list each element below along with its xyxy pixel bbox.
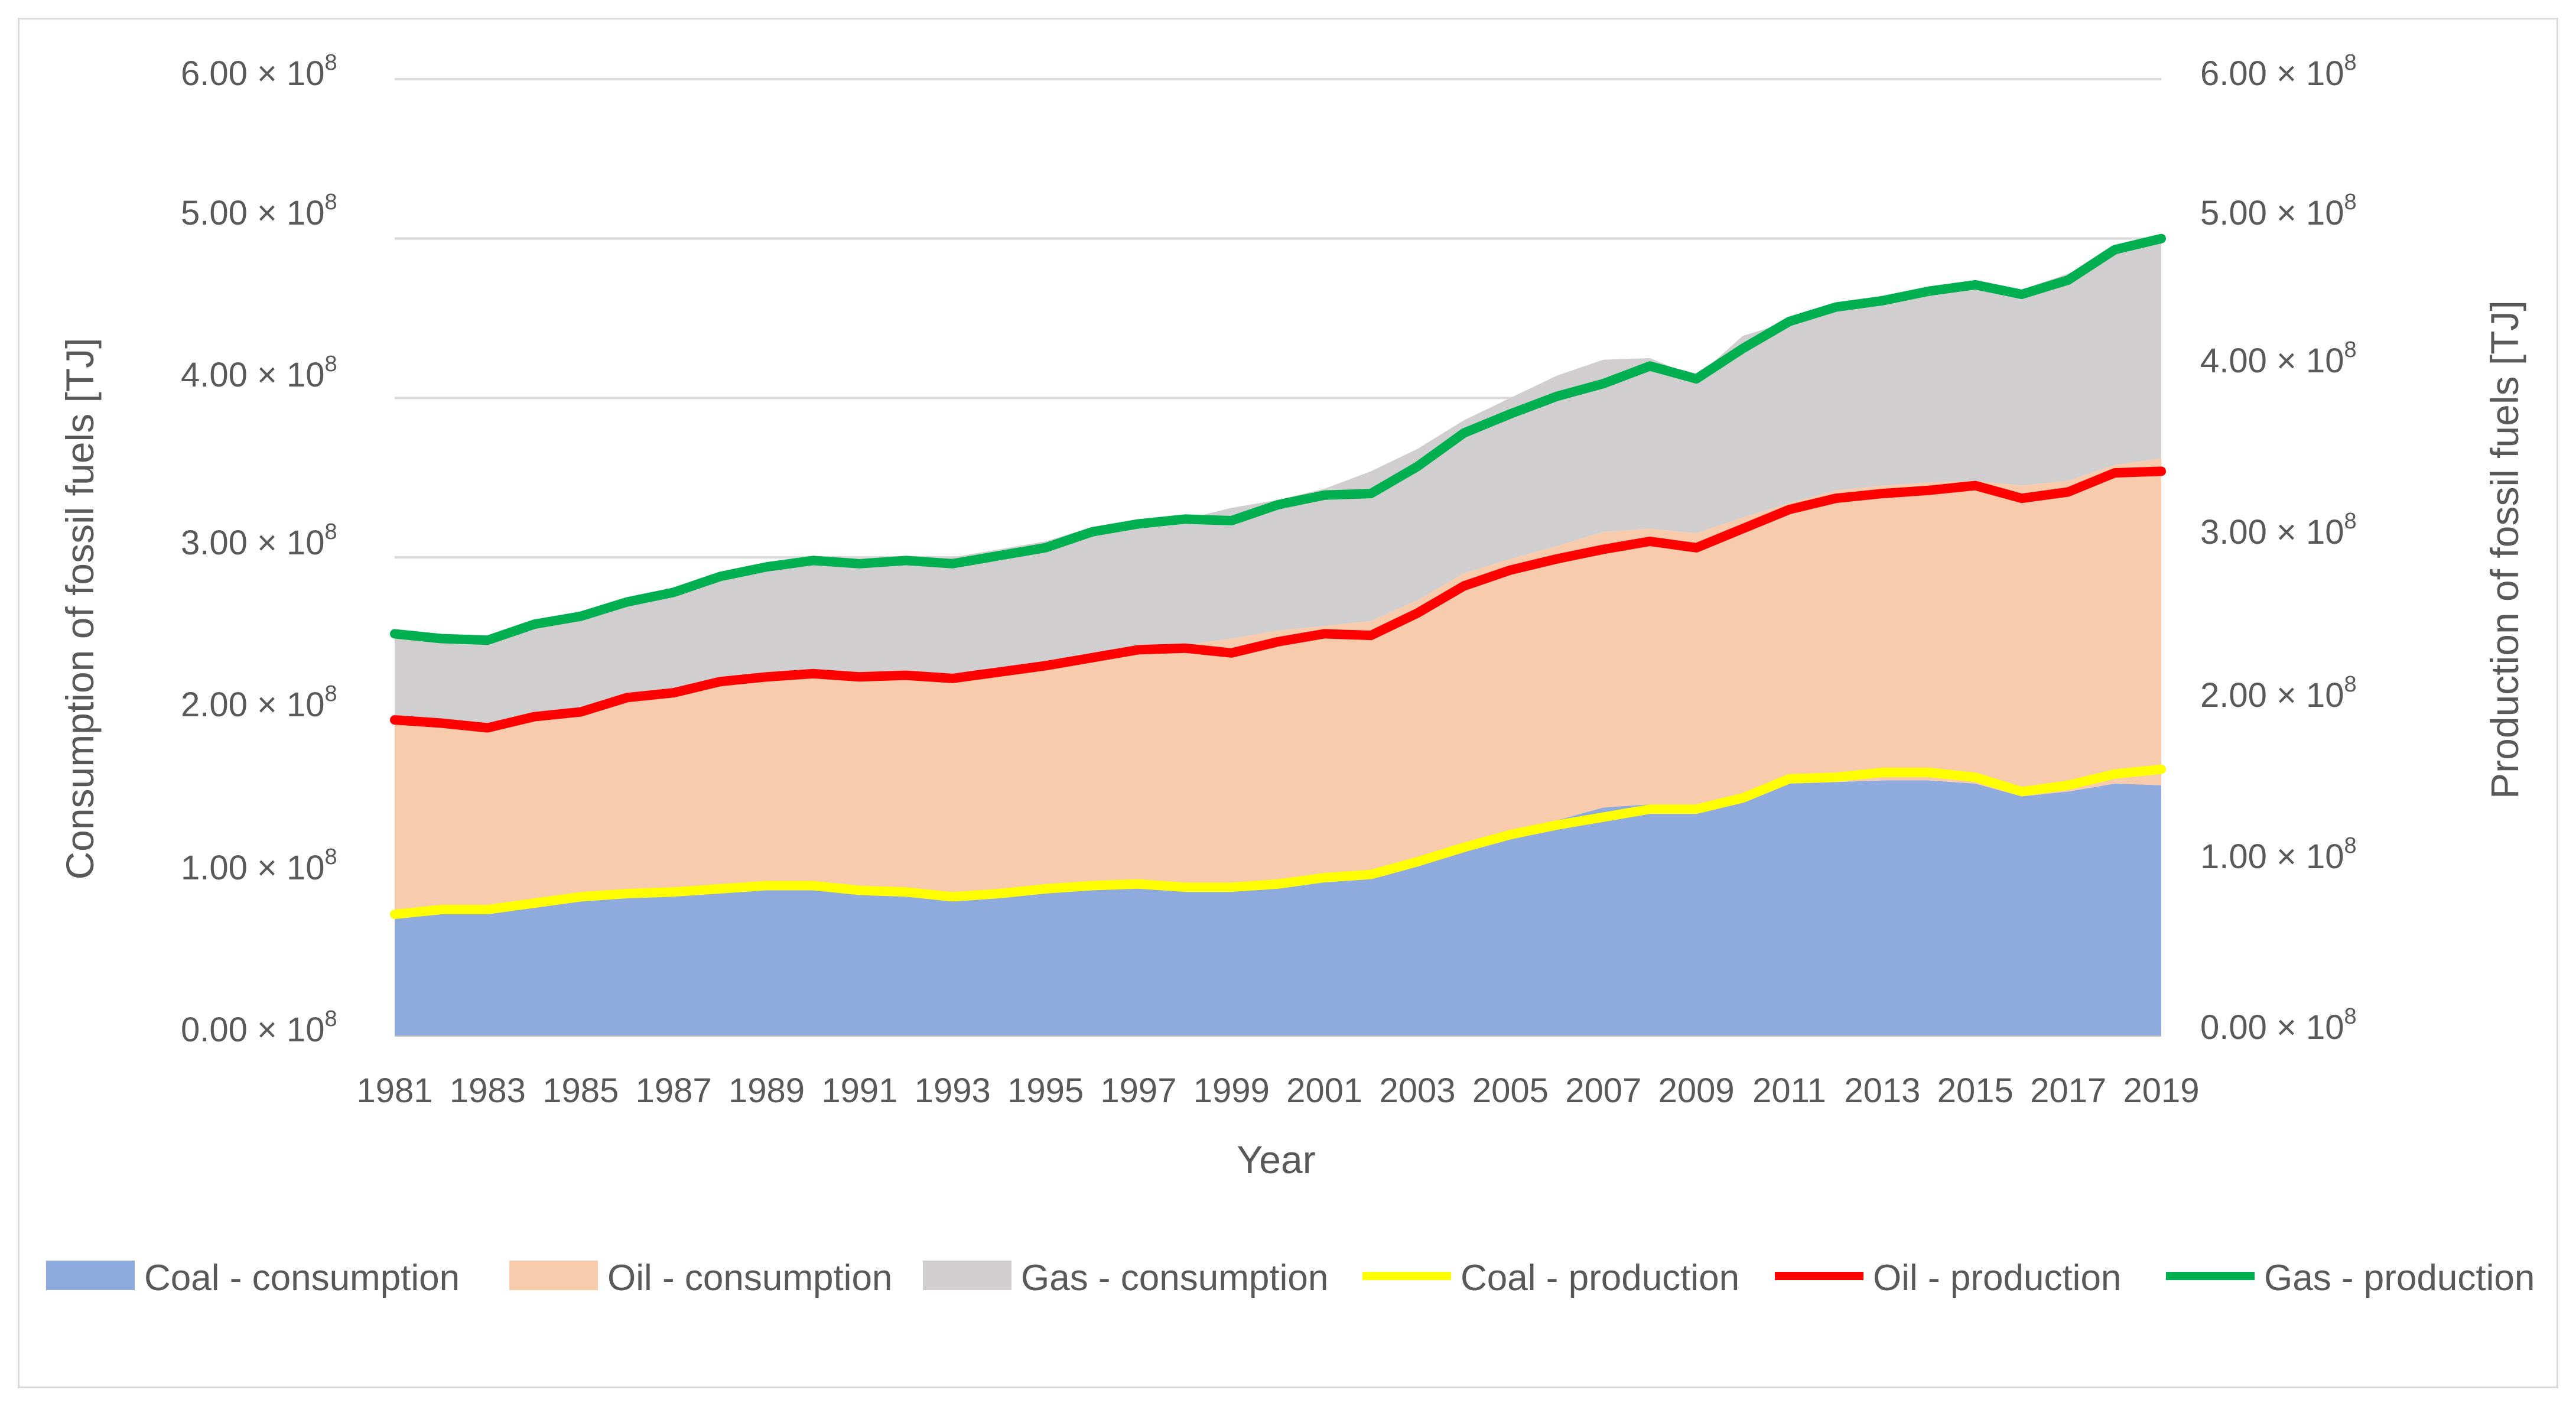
left-y-tick-label: 0.00 × 108: [181, 1006, 337, 1049]
legend-label: Gas - consumption: [1021, 1258, 1328, 1298]
x-tick-label: 1985: [542, 1071, 619, 1110]
x-tick-label: 2003: [1380, 1071, 1456, 1110]
x-axis-title: Year: [1237, 1138, 1315, 1181]
x-tick-label: 1995: [1007, 1071, 1084, 1110]
x-tick-label: 2013: [1844, 1071, 1920, 1110]
left-y-tick-label: 3.00 × 108: [181, 519, 337, 562]
right-y-tick-label: 6.00 × 108: [2200, 50, 2357, 93]
coal-production-line: [390, 764, 2166, 920]
legend-label: Oil - production: [1873, 1258, 2121, 1298]
x-tick-label: 1987: [636, 1071, 712, 1110]
legend: Coal - consumption Oil - consumption Gas -…: [46, 1258, 2535, 1298]
x-tick-label: 1983: [450, 1071, 526, 1110]
x-tick-label: 2017: [2030, 1071, 2106, 1110]
right-y-tick-label: 0.00 × 108: [2200, 1004, 2357, 1047]
production-lines: [390, 233, 2166, 920]
gas-production-line: [390, 233, 2166, 645]
right-y-tick-label: 3.00 × 108: [2200, 509, 2357, 551]
legend-swatch: [509, 1261, 598, 1290]
left-y-axis-title: Consumption of fossil fuels [TJ]: [58, 337, 102, 879]
x-tick-label: 2001: [1286, 1071, 1362, 1110]
x-tick-label: 2011: [1752, 1071, 1826, 1110]
legend-swatch: [923, 1261, 1011, 1290]
x-tick-label: 2019: [2123, 1071, 2199, 1110]
right-y-axis-ticks: 0.00 × 108 1.00 × 108 2.00 × 108 3.00 × 108…: [2200, 50, 2357, 1047]
coal-consumption-area: [395, 780, 2161, 1035]
x-tick-label: 2015: [1937, 1071, 2014, 1110]
left-y-axis-ticks: 0.00 × 108 1.00 × 108 2.00 × 108 3.00 × 108…: [181, 50, 337, 1049]
x-axis-ticks: 1981 1983 1985 1987 1989 1991 1993 1995 1997 1999…: [356, 1071, 2199, 1110]
legend-label: Coal - production: [1461, 1258, 1739, 1298]
left-y-tick-label: 2.00 × 108: [181, 681, 337, 724]
right-y-tick-label: 1.00 × 108: [2200, 833, 2357, 876]
x-tick-label: 1991: [821, 1071, 897, 1110]
x-tick-label: 1993: [915, 1071, 991, 1110]
right-y-axis-title: Production of fossil fuels [TJ]: [2483, 300, 2526, 799]
x-tick-label: 2009: [1658, 1071, 1735, 1110]
x-tick-label: 1989: [728, 1071, 805, 1110]
legend-label: Coal - consumption: [144, 1258, 460, 1298]
x-tick-label: 1999: [1193, 1071, 1270, 1110]
legend-label: Oil - consumption: [607, 1258, 892, 1298]
legend-label: Gas - production: [2264, 1258, 2535, 1298]
right-y-tick-label: 4.00 × 108: [2200, 337, 2357, 380]
right-y-tick-label: 5.00 × 108: [2200, 190, 2357, 232]
right-y-tick-label: 2.00 × 108: [2200, 672, 2357, 715]
legend-swatch: [46, 1261, 135, 1290]
x-tick-label: 2007: [1565, 1071, 1641, 1110]
stacked-areas: [395, 237, 2161, 1035]
oil-production-line: [390, 466, 2166, 733]
x-tick-label: 2005: [1472, 1071, 1549, 1110]
x-tick-label: 1997: [1100, 1071, 1176, 1110]
x-tick-label: 1981: [356, 1071, 432, 1110]
left-y-tick-label: 4.00 × 108: [181, 352, 337, 394]
left-y-tick-label: 6.00 × 108: [181, 50, 337, 93]
left-y-tick-label: 1.00 × 108: [181, 845, 337, 887]
left-y-tick-label: 5.00 × 108: [181, 190, 337, 232]
